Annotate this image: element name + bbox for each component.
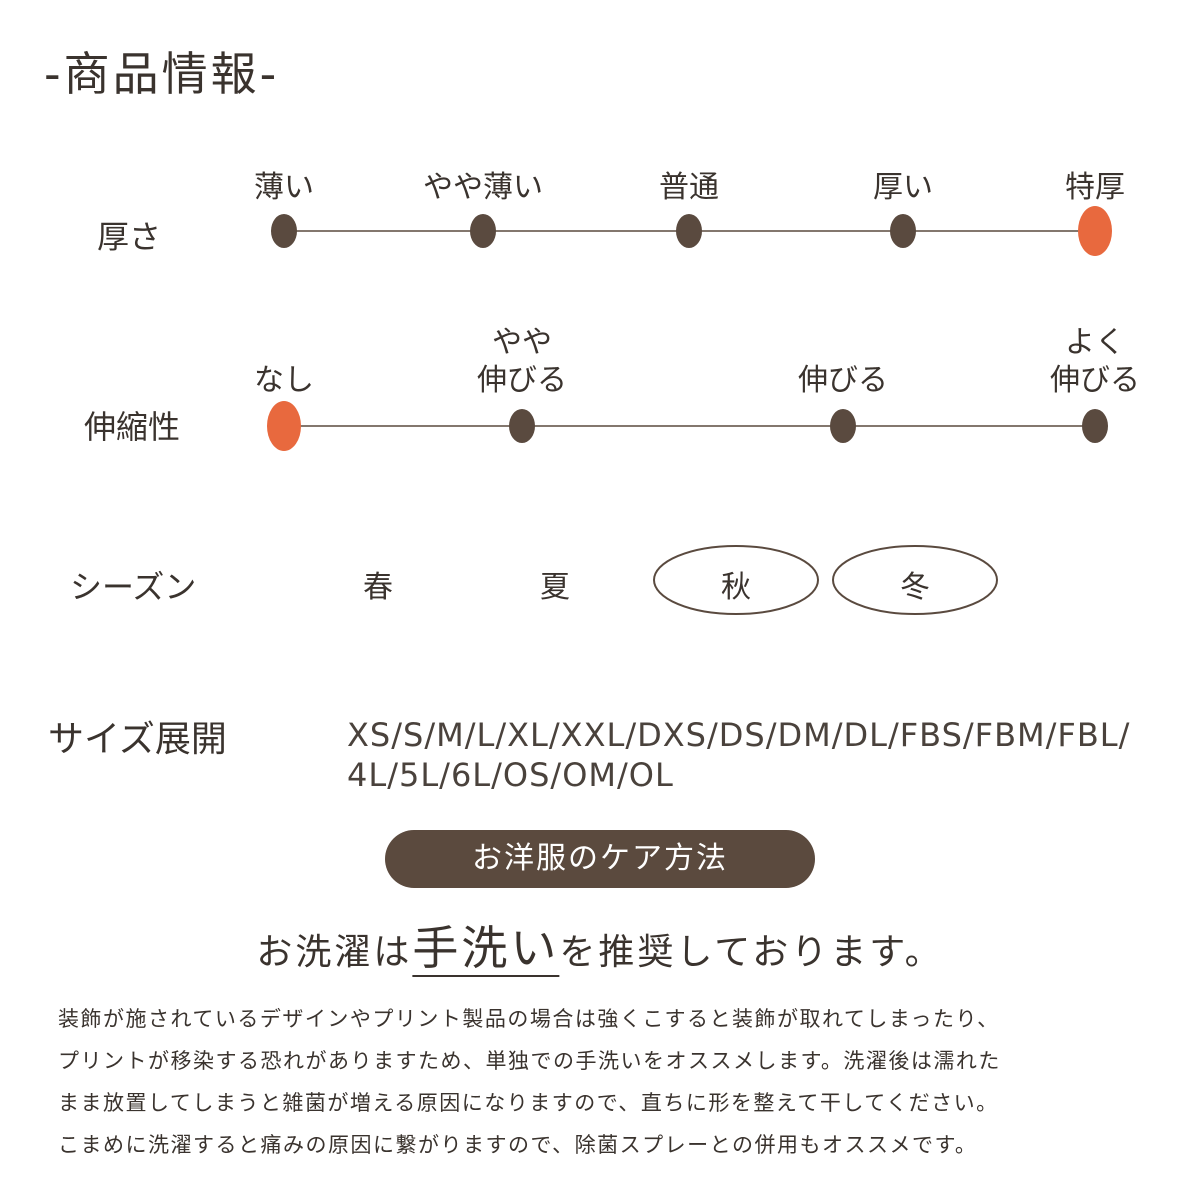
- paragraph-line: まま放置してしまうと雑菌が増える原因になりますので、直ちに形を整えて干してくださ…: [58, 1091, 999, 1115]
- scale-dot: [890, 214, 916, 248]
- row-label: シーズン: [70, 568, 197, 606]
- scale-label: よく 伸びる: [1050, 324, 1140, 400]
- row-label: 厚さ: [97, 218, 162, 256]
- care-paragraph: 装飾が施されているデザインやプリント製品の場合は強くこすると装飾が取れてしまった…: [58, 998, 1001, 1166]
- season-option: 冬: [900, 570, 930, 605]
- season-option: 春: [363, 570, 393, 605]
- size-line: XS/S/M/L/XL/XXL/DXS/DS/DM/DL/FBS/FBM/FBL…: [347, 716, 1131, 754]
- scale-dot: [830, 409, 856, 443]
- paragraph-line: プリントが移染する恐れがありますため、単独での手洗いをオススメします。洗濯後は濡…: [58, 1049, 1001, 1073]
- season-outline: [653, 545, 819, 615]
- scale-dot: [1082, 409, 1108, 443]
- season-option: 秋: [721, 570, 751, 605]
- scale-label-line: やや: [492, 325, 552, 360]
- scale-label-line: よく: [1065, 325, 1125, 360]
- scale-label: やや 伸びる: [477, 324, 567, 400]
- paragraph-line: 装飾が施されているデザインやプリント製品の場合は強くこすると装飾が取れてしまった…: [58, 1007, 1000, 1031]
- scale-dot: [676, 214, 702, 248]
- scale-dot: [267, 401, 301, 451]
- title: -商品情報-: [44, 47, 280, 101]
- season-option: 夏: [540, 570, 570, 605]
- scale-label-line: 伸びる: [1050, 363, 1140, 398]
- care-button: お洋服のケア方法: [385, 830, 815, 888]
- scale-label-line: 伸びる: [798, 363, 888, 398]
- paragraph-line: こまめに洗濯すると痛みの原因に繋がりますので、除菌スプレーとの併用もオススメです…: [58, 1133, 978, 1157]
- scale-label-line: 伸びる: [477, 363, 567, 398]
- scale-label: 伸びる: [798, 362, 888, 400]
- scale-label: 厚い: [873, 170, 933, 205]
- scale-label: 普通: [659, 170, 719, 205]
- scale-label: 特厚: [1065, 170, 1125, 205]
- size-line: 4L/5L/6L/OS/OM/OL: [347, 756, 674, 794]
- scale-label: やや薄い: [423, 170, 543, 205]
- headline-emphasis: 手洗い: [412, 921, 560, 977]
- scale-dot: [470, 214, 496, 248]
- scale-dot: [1078, 206, 1112, 256]
- scale-dot: [509, 409, 535, 443]
- season-outline: [832, 545, 998, 615]
- headline-text: を推奨しております。: [559, 932, 944, 973]
- size-list: XS/S/M/L/XL/XXL/DXS/DS/DM/DL/FBS/FBM/FBL…: [347, 715, 1130, 795]
- row-label: 伸縮性: [84, 408, 181, 446]
- scale-label-line: なし: [254, 363, 314, 398]
- scale-label: 薄い: [254, 170, 314, 205]
- care-headline: お洗濯は手洗いを推奨しております。: [256, 912, 943, 978]
- scale-dot: [271, 214, 297, 248]
- headline-text: お洗濯は: [256, 932, 413, 973]
- scale-label: なし: [254, 362, 314, 400]
- row-label: サイズ展開: [48, 719, 227, 760]
